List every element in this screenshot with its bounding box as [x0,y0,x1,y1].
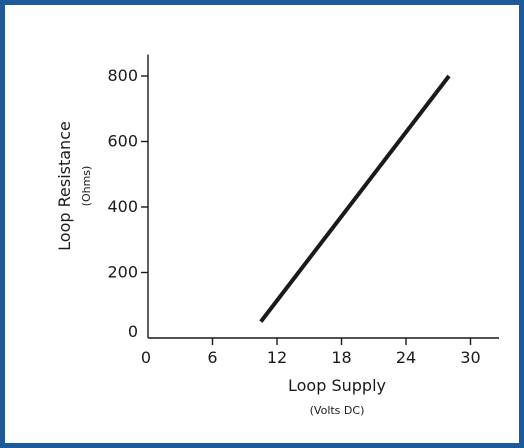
y-tick-label: 800 [107,66,138,85]
x-tick-label: 12 [267,348,287,367]
y-tick-label: 0 [128,322,138,341]
y-tick-label: 400 [107,197,138,216]
x-tick-label: 0 [141,348,151,367]
chart-ticks: 0 6 12 18 24 30 0 200 400 600 800 [107,66,480,367]
x-tick-label: 6 [207,348,217,367]
x-tick-label: 30 [460,348,480,367]
series-line [259,74,451,323]
y-axis-subtitle: (Ohms) [80,166,93,207]
x-tick-label: 18 [331,348,351,367]
chart-axes [147,54,499,339]
y-axis-title: Loop Resistance [55,121,74,251]
x-tick-label: 24 [396,348,416,367]
x-axis-title: Loop Supply [288,376,386,395]
y-tick-label: 600 [107,132,138,151]
x-axis-subtitle: (Volts DC) [310,404,365,417]
chart-series [259,74,451,323]
y-tick-label: 200 [107,263,138,282]
